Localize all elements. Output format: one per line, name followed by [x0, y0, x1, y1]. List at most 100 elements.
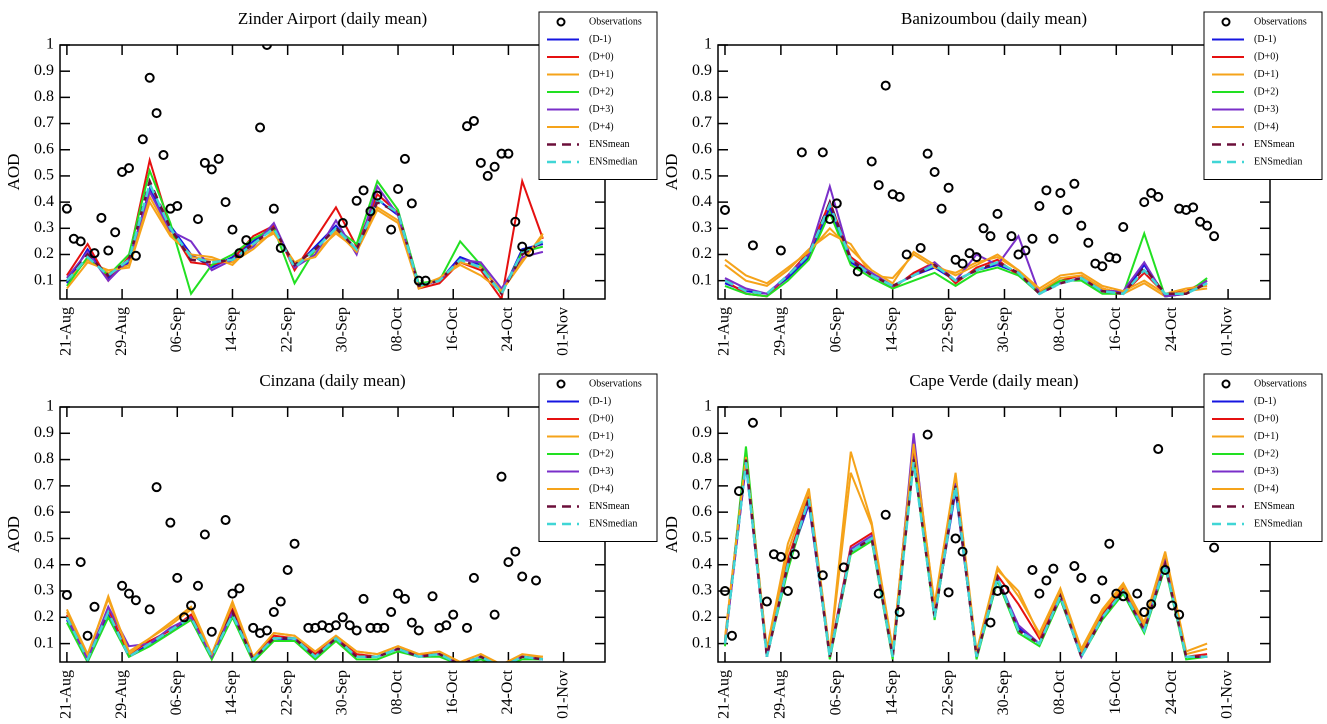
- x-tick-label: 21-Aug: [58, 670, 75, 719]
- observation: [936, 203, 947, 214]
- plot-area: [61, 471, 544, 662]
- observation: [413, 275, 424, 286]
- legend-label: Observations: [1254, 16, 1307, 27]
- legend-label: ENSmedian: [589, 156, 637, 167]
- observation: [880, 509, 891, 520]
- legend-label: (D+4): [589, 121, 614, 132]
- x-tick-label: 30-Sep: [995, 670, 1012, 715]
- observation: [796, 147, 807, 158]
- series-line: [66, 199, 544, 293]
- legend-label: (D+2): [1254, 448, 1279, 459]
- observation: [110, 227, 121, 238]
- observation: [130, 250, 141, 261]
- observation: [726, 630, 737, 641]
- observation: [337, 218, 348, 229]
- observation: [817, 147, 828, 158]
- series-line: [723, 438, 1208, 656]
- observation: [517, 571, 528, 582]
- y-tick-label: 0.3: [692, 582, 712, 599]
- legend-label: (D-1): [589, 396, 611, 407]
- x-tick-label: 24-Oct: [499, 669, 516, 714]
- legend-label: ENSmedian: [1254, 518, 1302, 529]
- observation: [358, 185, 369, 196]
- observation: [1069, 561, 1080, 572]
- observation: [1202, 220, 1213, 231]
- observation: [1118, 591, 1129, 602]
- x-tick-label: 16-Oct: [444, 306, 461, 351]
- series-line: [65, 596, 544, 662]
- observation: [462, 622, 473, 633]
- series-line: [724, 210, 1208, 298]
- observation: [894, 607, 905, 618]
- observation: [915, 242, 926, 253]
- series-line: [723, 443, 1208, 653]
- x-tick-label: 06-Sep: [827, 307, 844, 352]
- x-tick-label: 30-Sep: [995, 307, 1012, 352]
- y-tick-label: 0.5: [34, 167, 54, 184]
- series-line: [66, 167, 544, 297]
- legend-label: (D-1): [1254, 396, 1276, 407]
- observation: [130, 595, 141, 606]
- observation: [733, 486, 744, 497]
- legend-label: (D+3): [1254, 104, 1279, 115]
- y-tick-label: 0.3: [692, 219, 712, 236]
- observation: [978, 223, 989, 234]
- observation: [1132, 588, 1143, 599]
- observation: [510, 216, 521, 227]
- x-tick-label: 01-Nov: [1219, 307, 1236, 356]
- series-line: [723, 462, 1208, 660]
- legend-label: (D+4): [1254, 121, 1279, 132]
- observation: [922, 429, 933, 440]
- observation: [330, 620, 341, 631]
- observation: [1160, 564, 1171, 575]
- y-axis-label: AOD: [662, 154, 681, 191]
- observation: [1167, 600, 1178, 611]
- observation: [999, 584, 1010, 595]
- observation: [1139, 607, 1150, 618]
- observation: [831, 198, 842, 209]
- x-tick-label: 24-Oct: [1163, 669, 1180, 714]
- x-tick-label: 16-Oct: [1107, 669, 1124, 714]
- chart-title: Banizoumbou (daily mean): [901, 9, 1087, 28]
- observation: [719, 204, 730, 215]
- observation: [227, 588, 238, 599]
- series-line: [66, 614, 543, 662]
- y-tick-label: 0.6: [34, 140, 54, 157]
- observation: [1027, 564, 1038, 575]
- x-tick-label: 21-Aug: [716, 670, 733, 719]
- observation: [1153, 191, 1164, 202]
- y-tick-label: 0.9: [34, 62, 54, 79]
- observation: [901, 249, 912, 260]
- observation: [82, 630, 93, 641]
- legend-label: ENSmedian: [1254, 156, 1302, 167]
- observation: [172, 201, 183, 212]
- observation: [1083, 237, 1094, 248]
- y-tick-label: 0.3: [34, 219, 54, 236]
- observation: [922, 148, 933, 159]
- y-tick-label: 1: [46, 398, 54, 415]
- observation: [144, 72, 155, 83]
- legend-label: (D+0): [1254, 51, 1279, 62]
- plot-area: [719, 417, 1220, 661]
- y-tick-label: 0.8: [34, 450, 54, 467]
- observation: [489, 161, 500, 172]
- x-tick-label: 06-Sep: [168, 307, 185, 352]
- legend-label: Observations: [589, 378, 642, 389]
- observation: [268, 607, 279, 618]
- observation: [372, 190, 383, 201]
- legend-label: (D-1): [1254, 34, 1276, 45]
- observation: [1104, 538, 1115, 549]
- observation: [1048, 563, 1059, 574]
- legend-marker: [556, 379, 566, 389]
- observation: [234, 248, 245, 259]
- observation: [96, 212, 107, 223]
- observation: [282, 564, 293, 575]
- observation: [719, 586, 730, 597]
- observation: [61, 203, 72, 214]
- legend-label: (D+0): [589, 51, 614, 62]
- observation: [275, 242, 286, 253]
- observation: [950, 533, 961, 544]
- x-tick-label: 30-Sep: [334, 307, 351, 352]
- observation: [1076, 220, 1087, 231]
- observation: [399, 593, 410, 604]
